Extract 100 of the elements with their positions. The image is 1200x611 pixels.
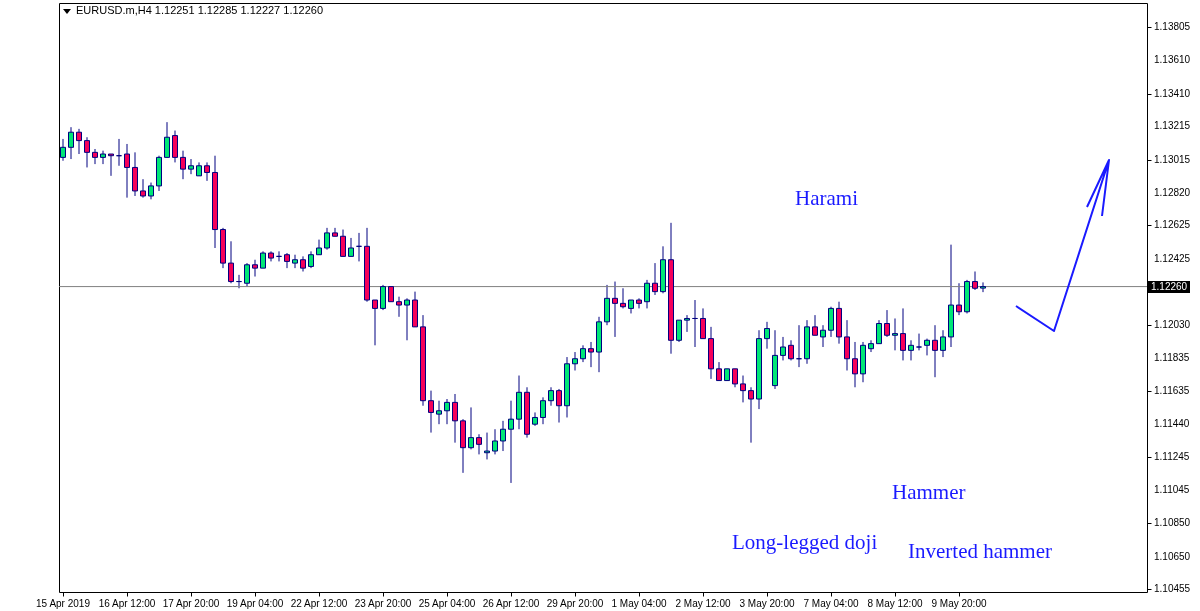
- candlestick: [588, 341, 594, 368]
- x-tick-label: 26 Apr 12:00: [482, 597, 540, 609]
- candlestick: [644, 279, 650, 309]
- candlestick: [452, 393, 458, 444]
- y-tick-label: 1.11440: [1154, 418, 1190, 430]
- y-tick-label: 1.11835: [1154, 351, 1190, 363]
- y-tick-label: 1.13805: [1154, 21, 1191, 33]
- annotation: Hammer: [892, 480, 966, 504]
- x-tick-label: 16 Apr 12:00: [98, 597, 156, 609]
- candlestick: [980, 281, 986, 293]
- candlestick: [716, 361, 722, 382]
- candlestick: [572, 351, 578, 371]
- candlestick: [468, 406, 474, 450]
- candlestick: [532, 411, 538, 427]
- x-tick-label: 3 May 20:00: [739, 597, 795, 609]
- y-tick-label: 1.10650: [1154, 550, 1191, 562]
- candlestick: [548, 386, 554, 407]
- annotation: Long-legged doji: [732, 530, 878, 554]
- candlestick: [940, 329, 946, 358]
- chart-title: EURUSD.m,H4 1.12251 1.12285 1.12227 1.12260: [76, 4, 324, 16]
- candlestick: [508, 400, 514, 484]
- candlestick: [908, 339, 914, 361]
- candlestick: [316, 239, 322, 256]
- candlestick: [332, 227, 338, 237]
- candlestick: [92, 148, 98, 165]
- annotation: Inverted hammer: [908, 539, 1053, 563]
- candlestick: [132, 151, 138, 197]
- candlestick: [108, 153, 114, 177]
- candlestick: [76, 128, 82, 155]
- candlestick: [500, 420, 506, 452]
- candlestick: [812, 314, 818, 336]
- candlestick: [324, 227, 330, 251]
- candlestick: [828, 306, 834, 338]
- candlestick: [684, 314, 690, 333]
- candlestick: [188, 158, 194, 175]
- y-tick-label: 1.11045: [1154, 484, 1190, 496]
- y-tick-label: 1.11635: [1154, 385, 1190, 397]
- ref-line-label: 1.12260: [1148, 280, 1191, 293]
- x-tick-label: 9 May 20:00: [931, 597, 987, 609]
- candlestick: [492, 428, 498, 455]
- annotation: Harami: [795, 186, 858, 210]
- x-tick-label: 7 May 04:00: [803, 597, 859, 609]
- candlestick: [404, 297, 410, 341]
- y-tick-label: 1.10455: [1154, 583, 1191, 595]
- candlestick: [244, 262, 250, 288]
- candlestick: [172, 130, 178, 163]
- x-tick-label: 15 Apr 2019: [36, 597, 91, 609]
- candlestick: [164, 121, 170, 158]
- x-tick-label: 29 Apr 20:00: [546, 597, 604, 609]
- x-tick-label: 19 Apr 04:00: [226, 597, 284, 609]
- candlestick: [228, 240, 234, 284]
- candlestick: [916, 333, 922, 351]
- x-tick-label: 8 May 12:00: [867, 597, 923, 609]
- candlestick: [604, 284, 610, 326]
- candlestick: [876, 319, 882, 345]
- candlestick: [636, 297, 642, 309]
- candlestick: [900, 307, 906, 361]
- candlestick: [476, 433, 482, 455]
- candlestick: [204, 161, 210, 182]
- candlestick: [428, 390, 434, 434]
- y-tick-label: 1.12030: [1154, 319, 1191, 331]
- x-tick-label: 2 May 12:00: [675, 597, 731, 609]
- candlestick: [348, 237, 354, 257]
- candlestick: [180, 150, 186, 180]
- candlestick: [956, 282, 962, 316]
- candlestick: [620, 287, 626, 309]
- candlestick: [484, 432, 490, 460]
- x-tick-label: 17 Apr 20:00: [162, 597, 220, 609]
- candlestick: [140, 178, 146, 199]
- candlestick: [372, 299, 378, 346]
- candlestick: [932, 324, 938, 378]
- y-tick-label: 1.12625: [1154, 219, 1191, 231]
- x-tick-label: 22 Apr 12:00: [290, 597, 348, 609]
- y-tick-label: 1.13015: [1154, 153, 1191, 165]
- y-tick-label: 1.13410: [1154, 87, 1191, 99]
- candlestick: [892, 317, 898, 351]
- candlestick: [100, 150, 106, 165]
- x-tick-label: 25 Apr 04:00: [418, 597, 476, 609]
- candlestick: [396, 296, 402, 318]
- candlestick: [612, 281, 618, 338]
- candlestick: [732, 368, 738, 388]
- y-tick-label: 1.10850: [1154, 517, 1191, 529]
- candlestick: [868, 339, 874, 353]
- y-tick-label: 1.11245: [1154, 450, 1190, 462]
- candlestick: [444, 398, 450, 425]
- candlestick: [788, 339, 794, 361]
- candlestick: [340, 229, 346, 257]
- y-tick-label: 1.12820: [1154, 186, 1191, 198]
- candlestick: [380, 284, 386, 311]
- candlestick: [60, 138, 66, 162]
- candlestick: [924, 338, 930, 356]
- candlestick: [252, 259, 258, 278]
- candlestick: [68, 126, 74, 160]
- candlestick: [124, 143, 130, 199]
- candlestick: [764, 321, 770, 350]
- candlestick: [820, 324, 826, 348]
- x-tick-label: 1 May 04:00: [611, 597, 667, 609]
- y-tick-label: 1.12425: [1154, 252, 1191, 264]
- candlestick: [540, 396, 546, 425]
- candlestick: [676, 319, 682, 343]
